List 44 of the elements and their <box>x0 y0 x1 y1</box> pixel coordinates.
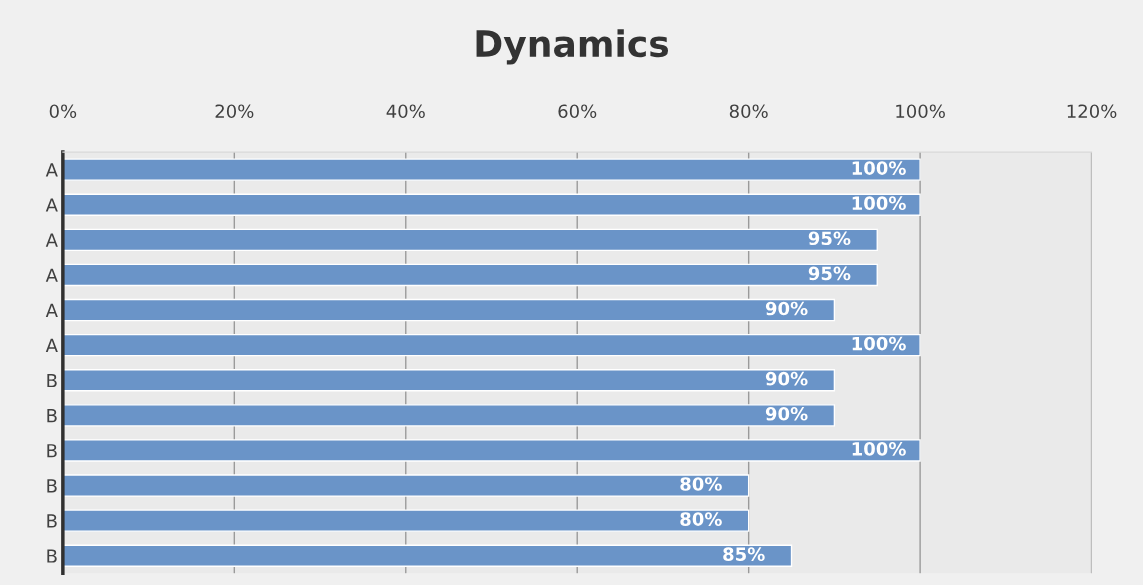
chart-title: Dynamics <box>476 29 669 65</box>
bar <box>62 544 793 567</box>
x-tick-label: 60% <box>558 104 597 119</box>
y-tick-label: B <box>47 549 57 563</box>
bar <box>62 333 921 357</box>
data-label: 90% <box>765 301 808 316</box>
data-label: 90% <box>765 371 808 386</box>
bar <box>62 369 836 392</box>
data-label: 95% <box>808 231 851 246</box>
y-tick-label: A <box>45 303 58 317</box>
y-tick-label: A <box>45 198 58 212</box>
x-tick-label: 20% <box>215 104 254 119</box>
data-label: 85% <box>723 547 765 561</box>
bar <box>62 158 921 181</box>
bar <box>62 404 836 427</box>
y-tick-label: B <box>47 514 57 528</box>
x-tick-label: 40% <box>386 104 425 119</box>
data-label: 100% <box>852 336 906 351</box>
bar <box>62 474 750 497</box>
data-label: 100% <box>852 196 906 210</box>
bar <box>62 439 921 462</box>
y-tick-label: B <box>47 444 57 458</box>
y-tick-label: A <box>45 163 58 177</box>
data-label: 100% <box>852 161 906 175</box>
x-tick-label: 0% <box>49 104 77 119</box>
bar <box>62 509 750 532</box>
bar <box>62 298 836 322</box>
y-tick-label: A <box>45 233 58 247</box>
x-tick-label: 120% <box>1067 104 1117 119</box>
x-tick-label: 100% <box>896 104 945 119</box>
y-tick-label: B <box>47 373 57 388</box>
data-label: 95% <box>808 266 851 281</box>
bar <box>62 263 878 287</box>
data-label: 80% <box>680 477 722 491</box>
y-tick-label: B <box>47 409 57 423</box>
y-tick-label: B <box>47 479 57 493</box>
data-label: 100% <box>852 442 906 456</box>
x-tick-label: 80% <box>729 104 768 119</box>
y-tick-label: A <box>45 338 58 353</box>
bar <box>62 193 921 216</box>
data-label: 80% <box>680 512 722 526</box>
bar <box>62 228 878 252</box>
data-label: 90% <box>765 406 808 421</box>
y-tick-label: A <box>45 268 58 282</box>
